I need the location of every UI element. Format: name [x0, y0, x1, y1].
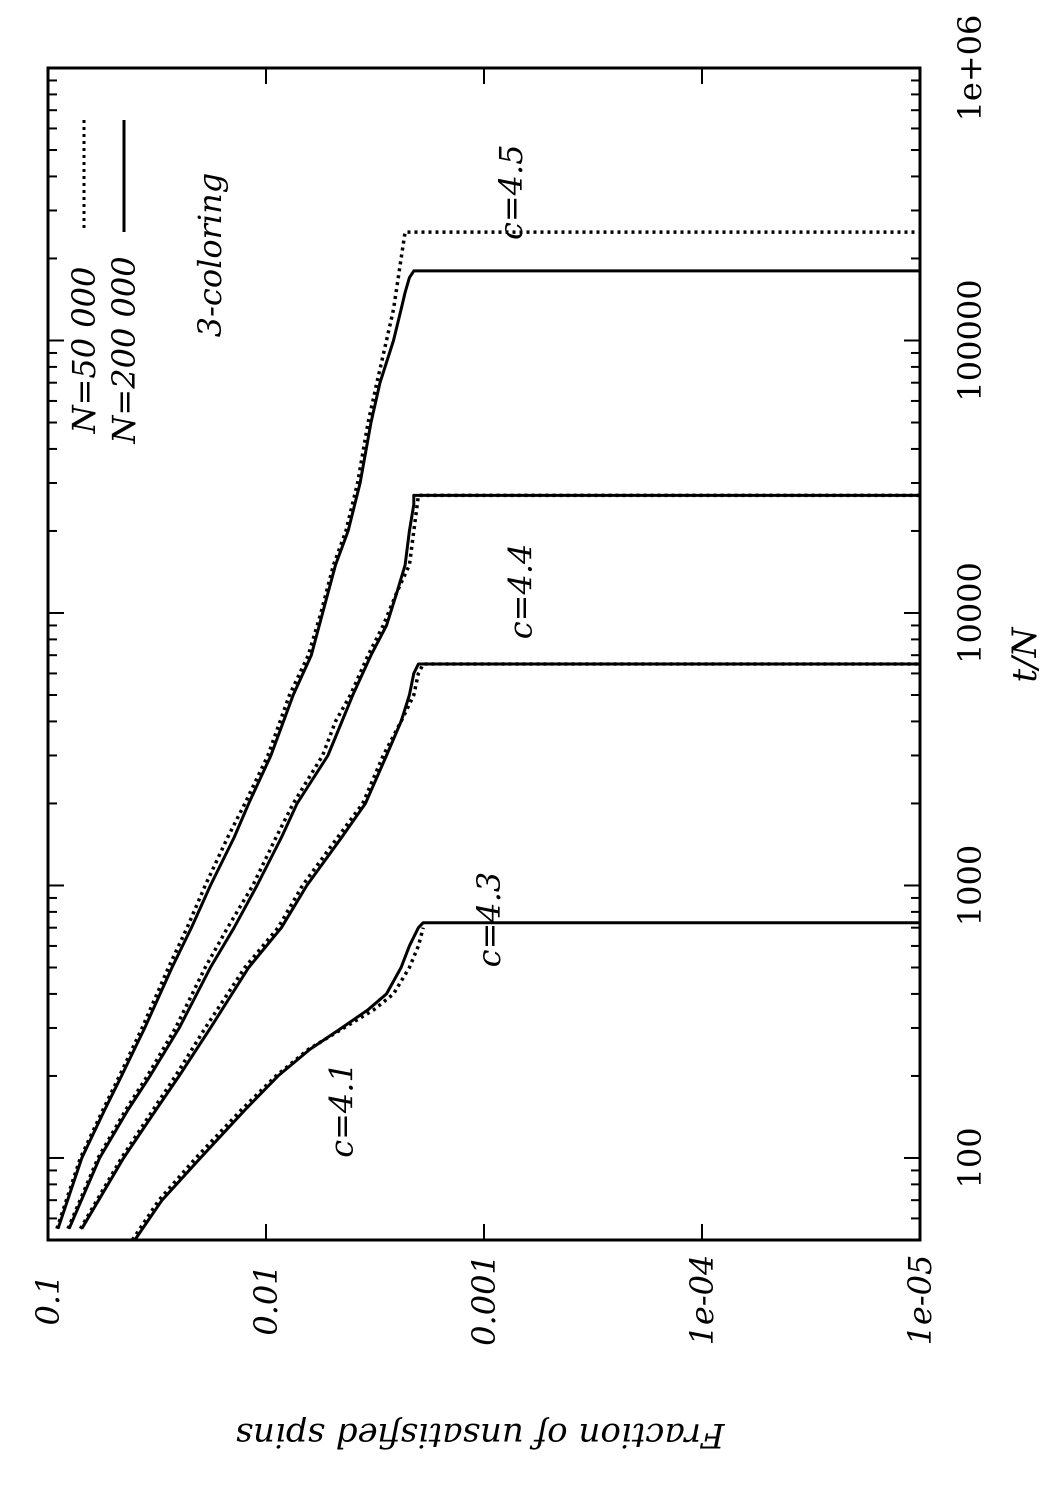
plot-area: 100 1000 10000 100000 1e+06 0.1 0.01 0.001 1e-04…: [29, 15, 1045, 1455]
curve-label: c=4.5: [492, 144, 530, 240]
y-tick-label: 1e-05: [901, 1255, 939, 1346]
series-line: [133, 921, 920, 1241]
series-line: [130, 927, 425, 1241]
series-line: [80, 662, 920, 1230]
annotation-main: 3-coloring: [191, 173, 229, 337]
curve-label: c=4.1: [323, 1062, 361, 1158]
x-tick-label: 1e+06: [951, 15, 989, 122]
y-axis-title: Fraction of unsatisfied spins: [235, 1415, 725, 1455]
series-line: [56, 269, 920, 1230]
series-line: [55, 230, 920, 1230]
y-tick-label: 0.1: [29, 1275, 67, 1326]
x-tick-label: 100000: [951, 279, 989, 401]
x-tick-label: 10000: [951, 562, 989, 664]
legend-label: N=200 000: [105, 256, 143, 444]
x-tick-label: 1000: [951, 845, 989, 926]
y-tick-label: 0.001: [465, 1254, 503, 1346]
y-tick-label: 0.01: [247, 1264, 285, 1335]
x-axis-title: t/N: [1005, 626, 1045, 682]
series-line: [66, 493, 920, 1230]
plot-frame: [46, 66, 922, 1242]
curve-label: c=4.4: [502, 544, 540, 640]
curve-label: c=4.3: [470, 872, 508, 968]
series-line: [67, 493, 920, 1230]
y-tick-label: 1e-04: [683, 1255, 721, 1346]
x-tick-label: 100: [951, 1127, 989, 1188]
legend-label: N=50 000: [65, 267, 103, 435]
